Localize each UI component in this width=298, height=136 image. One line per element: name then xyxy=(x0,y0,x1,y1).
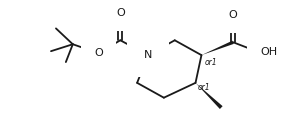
Polygon shape xyxy=(195,83,223,109)
Text: O: O xyxy=(94,48,103,58)
Text: or1: or1 xyxy=(204,58,217,67)
Text: or1: or1 xyxy=(198,83,210,92)
Polygon shape xyxy=(201,41,234,55)
Text: O: O xyxy=(116,8,125,18)
Text: OH: OH xyxy=(260,47,277,57)
Text: N: N xyxy=(144,50,152,60)
Text: O: O xyxy=(229,10,238,20)
